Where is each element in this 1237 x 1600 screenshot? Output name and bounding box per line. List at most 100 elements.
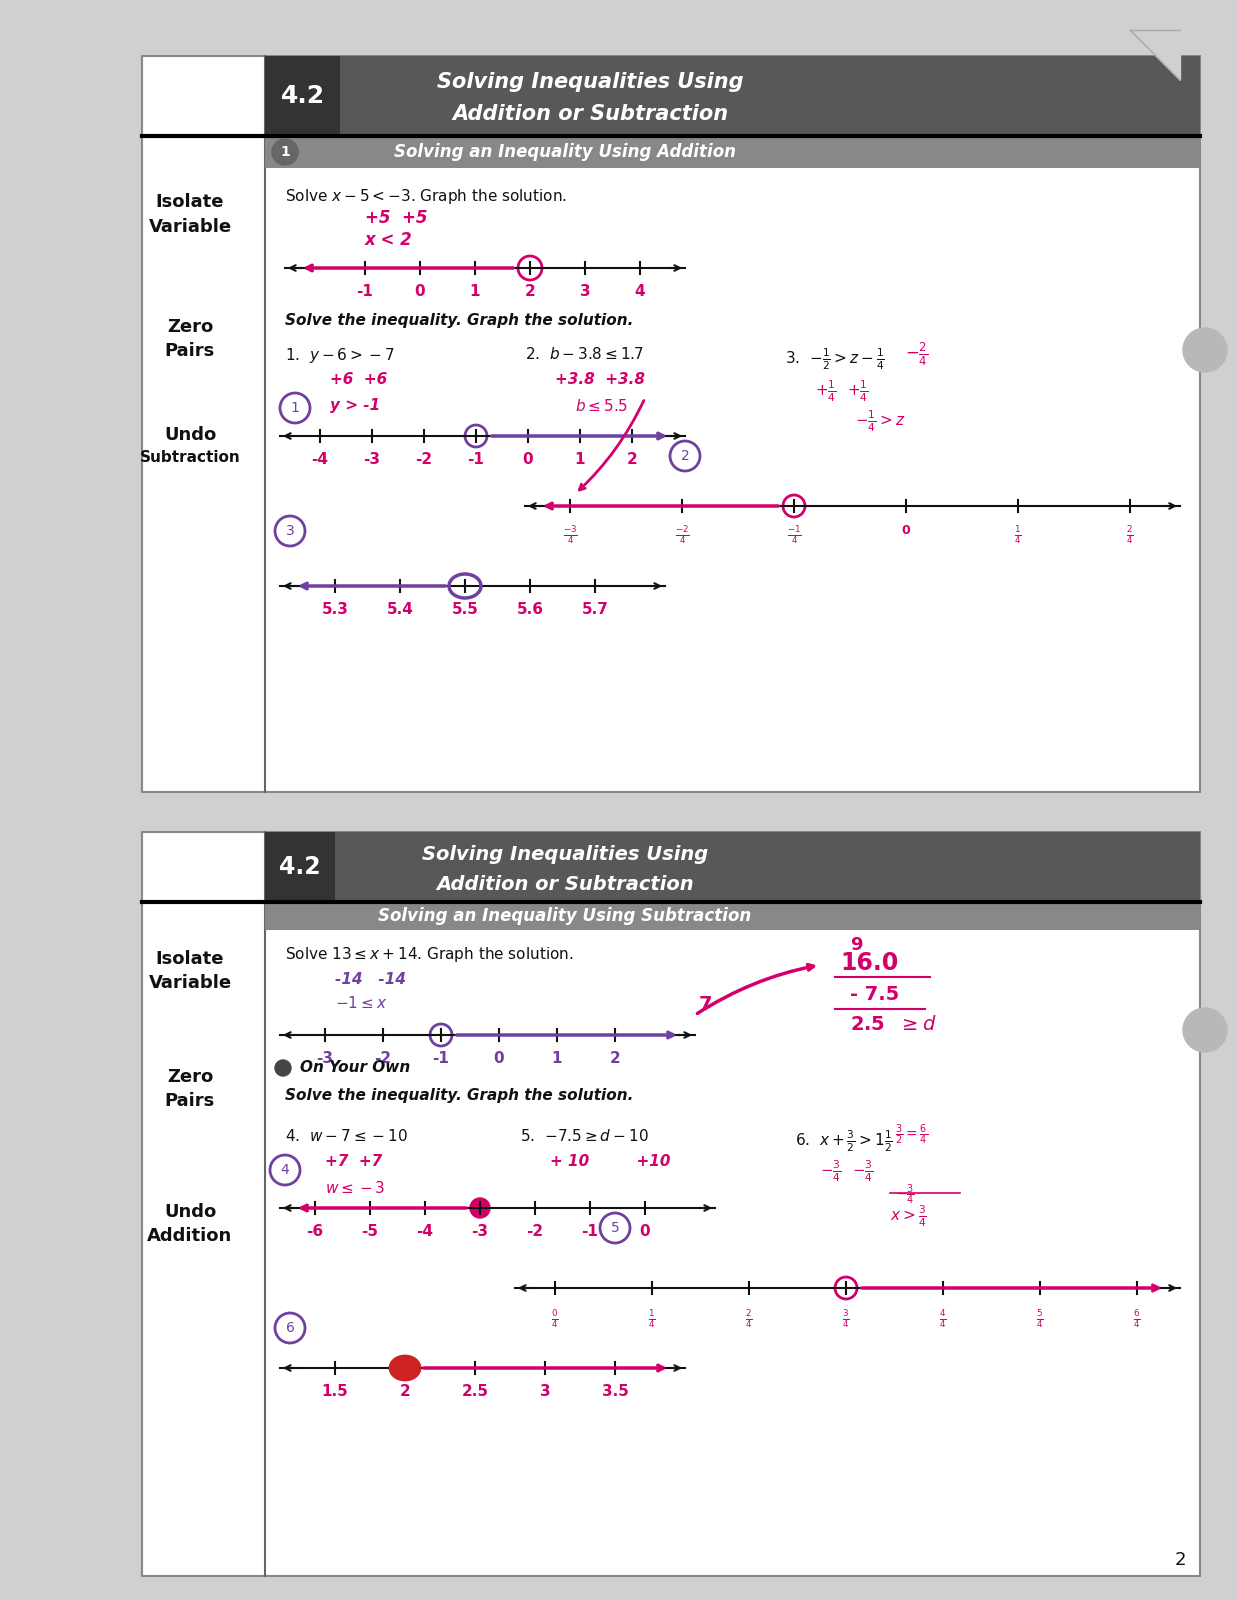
Text: $-\frac{2}{4}$: $-\frac{2}{4}$ <box>905 341 928 368</box>
Text: - 7.5: - 7.5 <box>850 986 899 1005</box>
Text: 7: 7 <box>698 995 711 1014</box>
Text: -3: -3 <box>471 1224 489 1238</box>
Text: $\frac{6}{4}$: $\frac{6}{4}$ <box>1133 1309 1141 1330</box>
Text: 1: 1 <box>470 285 480 299</box>
Text: +7  +7: +7 +7 <box>325 1154 382 1170</box>
Text: -2: -2 <box>527 1224 543 1238</box>
Text: 0: 0 <box>494 1051 505 1066</box>
Circle shape <box>1183 1008 1227 1053</box>
Circle shape <box>1183 328 1227 371</box>
Text: $\frac{0}{4}$: $\frac{0}{4}$ <box>552 1309 559 1330</box>
Text: -1: -1 <box>433 1051 449 1066</box>
Text: Subtraction: Subtraction <box>140 450 240 466</box>
Text: -5: -5 <box>361 1224 379 1238</box>
Text: $-1 \leq x$: $-1 \leq x$ <box>335 995 387 1011</box>
Text: y > -1: y > -1 <box>330 398 380 413</box>
Text: +6  +6: +6 +6 <box>330 371 387 387</box>
FancyBboxPatch shape <box>265 902 1200 930</box>
Text: Isolate: Isolate <box>156 950 224 968</box>
Text: Undo: Undo <box>163 426 216 443</box>
Text: 16.0: 16.0 <box>840 950 898 974</box>
Text: $\frac{-1}{4}$: $\frac{-1}{4}$ <box>787 525 802 546</box>
Text: -2: -2 <box>416 451 433 467</box>
Text: $b \leq 5.5$: $b \leq 5.5$ <box>575 398 628 414</box>
Text: 5.  $-7.5 \geq d - 10$: 5. $-7.5 \geq d - 10$ <box>520 1128 648 1144</box>
Text: Pairs: Pairs <box>165 1091 215 1110</box>
Text: Solving an Inequality Using Addition: Solving an Inequality Using Addition <box>395 142 736 162</box>
Text: -6: -6 <box>307 1224 324 1238</box>
Text: 1.5: 1.5 <box>322 1384 349 1398</box>
Text: $\frac{-3}{4}$: $\frac{-3}{4}$ <box>563 525 578 546</box>
Text: $\frac{2}{4}$: $\frac{2}{4}$ <box>1126 525 1134 546</box>
Text: -1: -1 <box>581 1224 599 1238</box>
Text: 6.  $x + \frac{3}{2} > 1\frac{1}{2}$: 6. $x + \frac{3}{2} > 1\frac{1}{2}$ <box>795 1128 893 1154</box>
Text: 6: 6 <box>286 1322 294 1334</box>
Text: -2: -2 <box>375 1051 392 1066</box>
Text: 1: 1 <box>575 451 585 467</box>
Text: $\frac{-2}{4}$: $\frac{-2}{4}$ <box>674 525 689 546</box>
Text: 0: 0 <box>902 525 910 538</box>
Text: 3: 3 <box>580 285 590 299</box>
Text: 2: 2 <box>1174 1550 1186 1570</box>
Circle shape <box>470 1198 490 1218</box>
Text: 2: 2 <box>610 1051 621 1066</box>
Text: $\frac{3}{2} = \frac{6}{4}$: $\frac{3}{2} = \frac{6}{4}$ <box>896 1123 928 1147</box>
Text: 3: 3 <box>286 525 294 538</box>
Text: Solving Inequalities Using: Solving Inequalities Using <box>422 845 708 864</box>
Text: 1.  $y - 6 > -7$: 1. $y - 6 > -7$ <box>285 346 395 365</box>
Text: 1: 1 <box>280 146 289 158</box>
Text: Addition or Subtraction: Addition or Subtraction <box>452 104 729 123</box>
Text: 4: 4 <box>635 285 646 299</box>
Text: Zero: Zero <box>167 1069 213 1086</box>
Text: 5.4: 5.4 <box>386 602 413 618</box>
Text: Solving Inequalities Using: Solving Inequalities Using <box>437 72 743 91</box>
Text: Variable: Variable <box>148 974 231 992</box>
Text: $-\frac{3}{4}$: $-\frac{3}{4}$ <box>896 1182 915 1208</box>
Text: 2: 2 <box>627 451 637 467</box>
Text: 4: 4 <box>281 1163 289 1178</box>
Text: $\frac{1}{4}$: $\frac{1}{4}$ <box>648 1309 656 1330</box>
FancyBboxPatch shape <box>142 56 1200 792</box>
Text: On Your Own: On Your Own <box>301 1061 411 1075</box>
Text: $x > \frac{3}{4}$: $x > \frac{3}{4}$ <box>889 1203 927 1229</box>
Text: + 10         +10: + 10 +10 <box>550 1154 670 1170</box>
Text: Pairs: Pairs <box>165 342 215 360</box>
Text: 1: 1 <box>291 402 299 414</box>
Text: -1: -1 <box>468 451 485 467</box>
Text: $-\frac{3}{4}$  $-\frac{3}{4}$: $-\frac{3}{4}$ $-\frac{3}{4}$ <box>820 1158 873 1184</box>
Text: -3: -3 <box>364 451 381 467</box>
Ellipse shape <box>390 1357 421 1379</box>
Text: 5.3: 5.3 <box>322 602 349 618</box>
Text: $+\frac{1}{4}$  $+\frac{1}{4}$: $+\frac{1}{4}$ $+\frac{1}{4}$ <box>815 378 868 403</box>
Text: Solve $13 \leq x + 14$. Graph the solution.: Solve $13 \leq x + 14$. Graph the soluti… <box>285 946 574 965</box>
Text: $-\frac{1}{4} > z$: $-\frac{1}{4} > z$ <box>855 408 905 434</box>
Text: 9: 9 <box>850 936 862 954</box>
Text: 5.6: 5.6 <box>517 602 543 618</box>
Text: $\frac{5}{4}$: $\frac{5}{4}$ <box>1037 1309 1044 1330</box>
Text: 4.2: 4.2 <box>280 854 320 878</box>
Text: +3.8  +3.8: +3.8 +3.8 <box>555 371 644 387</box>
Text: $w \leq -3$: $w \leq -3$ <box>325 1181 386 1197</box>
FancyBboxPatch shape <box>265 136 1200 168</box>
Text: 2.  $b - 3.8 \leq 1.7$: 2. $b - 3.8 \leq 1.7$ <box>524 346 644 362</box>
Text: Solve the inequality. Graph the solution.: Solve the inequality. Graph the solution… <box>285 1088 633 1102</box>
Polygon shape <box>1131 30 1180 80</box>
FancyBboxPatch shape <box>265 56 1200 136</box>
Circle shape <box>275 1059 291 1075</box>
Text: -14   -14: -14 -14 <box>335 971 406 987</box>
Text: Variable: Variable <box>148 218 231 235</box>
Text: $\frac{3}{4}$: $\frac{3}{4}$ <box>842 1309 850 1330</box>
Text: 4.2: 4.2 <box>281 83 324 109</box>
Text: 0: 0 <box>523 451 533 467</box>
Text: Undo: Undo <box>163 1203 216 1221</box>
Text: 5: 5 <box>611 1221 620 1235</box>
Text: 0: 0 <box>414 285 426 299</box>
Text: -3: -3 <box>317 1051 334 1066</box>
Text: 3: 3 <box>539 1384 550 1398</box>
Text: 2.5  $\geq d$: 2.5 $\geq d$ <box>850 1016 936 1035</box>
Text: Isolate: Isolate <box>156 194 224 211</box>
Text: x < 2: x < 2 <box>365 230 413 250</box>
FancyBboxPatch shape <box>265 832 1200 902</box>
Text: $\frac{4}{4}$: $\frac{4}{4}$ <box>939 1309 946 1330</box>
FancyBboxPatch shape <box>265 56 340 136</box>
